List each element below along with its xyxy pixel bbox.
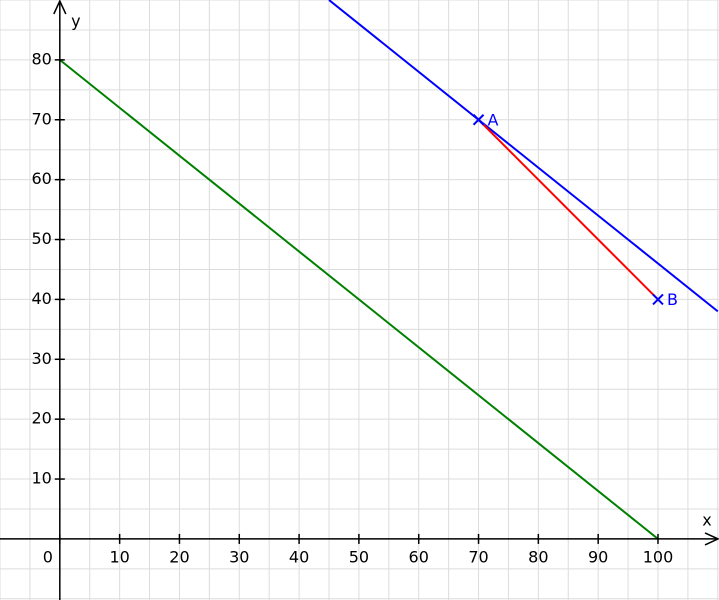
x-tick-label: 60 [409, 547, 429, 566]
x-tick-label: 40 [289, 547, 309, 566]
x-axis-label: x [702, 510, 711, 529]
line [59, 59, 659, 540]
y-tick-label: 80 [31, 49, 51, 68]
x-tick-label: 0 [43, 547, 53, 566]
x-tick-label: 50 [349, 547, 369, 566]
x-tick-label: 70 [468, 547, 488, 566]
line [328, 0, 719, 313]
x-tick-label: 20 [169, 547, 189, 566]
x-tick-label: 90 [588, 547, 608, 566]
y-tick-label: 30 [31, 349, 51, 368]
y-tick-label: 40 [31, 289, 51, 308]
x-tick-label: 80 [528, 547, 548, 566]
x-tick-label: 100 [643, 547, 674, 566]
point-label: B [667, 290, 678, 309]
plot-area [59, 0, 719, 540]
x-tick-label: 30 [229, 547, 249, 566]
y-tick-label: 10 [31, 469, 51, 488]
y-tick-label: 20 [31, 409, 51, 428]
y-tick-label: 50 [31, 229, 51, 248]
y-axis-arrow [53, 0, 67, 15]
point [652, 293, 664, 306]
y-tick-label: 60 [31, 169, 51, 188]
point [472, 114, 485, 126]
y-axis-label: y [71, 12, 80, 31]
point-label: A [488, 110, 499, 129]
line [477, 119, 659, 301]
y-tick-label: 70 [31, 109, 51, 128]
x-axis-arrow [704, 532, 719, 546]
x-tick-label: 10 [109, 547, 129, 566]
